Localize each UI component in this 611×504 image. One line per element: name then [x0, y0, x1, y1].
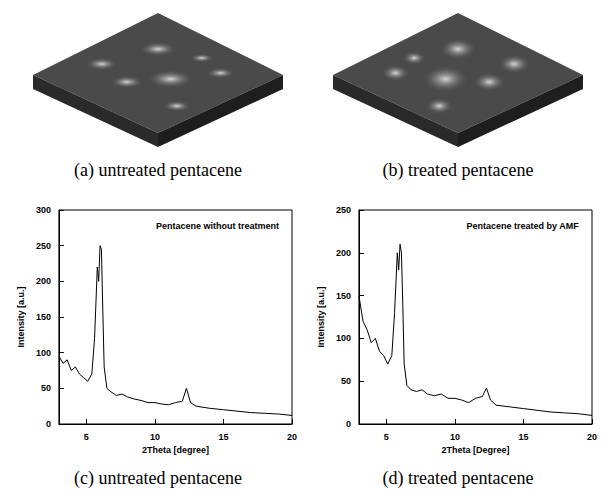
svg-text:15: 15 [218, 432, 228, 442]
svg-text:150: 150 [36, 312, 51, 322]
svg-text:10: 10 [150, 432, 160, 442]
svg-text:50: 50 [41, 383, 51, 393]
svg-text:300: 300 [36, 205, 51, 215]
svg-text:250: 250 [336, 205, 351, 215]
svg-text:5: 5 [384, 432, 389, 442]
svg-text:15: 15 [518, 432, 528, 442]
html-text:(a) untreated pentacene: (a) untreated pentacene [74, 160, 242, 180]
svg-text:50: 50 [341, 376, 351, 386]
svg-text:150: 150 [336, 291, 351, 301]
svg-text:100: 100 [336, 333, 351, 343]
html-text:(b) treated pentacene: (b) treated pentacene [382, 160, 534, 180]
svg-text:0: 0 [346, 419, 351, 429]
svg-text:200: 200 [36, 276, 51, 286]
svg-text:250: 250 [36, 241, 51, 251]
svg-text:0: 0 [46, 419, 51, 429]
svg-text:5: 5 [84, 432, 89, 442]
svg-text:200: 200 [336, 248, 351, 258]
svg-text:Intensity [a.u.]: Intensity [a.u.] [16, 286, 26, 347]
svg-text:20: 20 [587, 432, 597, 442]
svg-text:2Theta [degree]: 2Theta [degree] [142, 445, 209, 455]
html-text:(c) untreated pentacene: (c) untreated pentacene [74, 468, 242, 488]
svg-text:Pentacene treated by AMF: Pentacene treated by AMF [466, 221, 579, 231]
svg-text:100: 100 [36, 348, 51, 358]
svg-text:2Theta [Degree]: 2Theta [Degree] [441, 445, 509, 455]
svg-text:Pentacene without treatment: Pentacene without treatment [156, 221, 279, 231]
svg-text:10: 10 [450, 432, 460, 442]
svg-text:Intensity [a.u.]: Intensity [a.u.] [316, 286, 326, 347]
svg-text:20: 20 [287, 432, 297, 442]
html-text:(d) treated pentacene: (d) treated pentacene [382, 468, 534, 488]
